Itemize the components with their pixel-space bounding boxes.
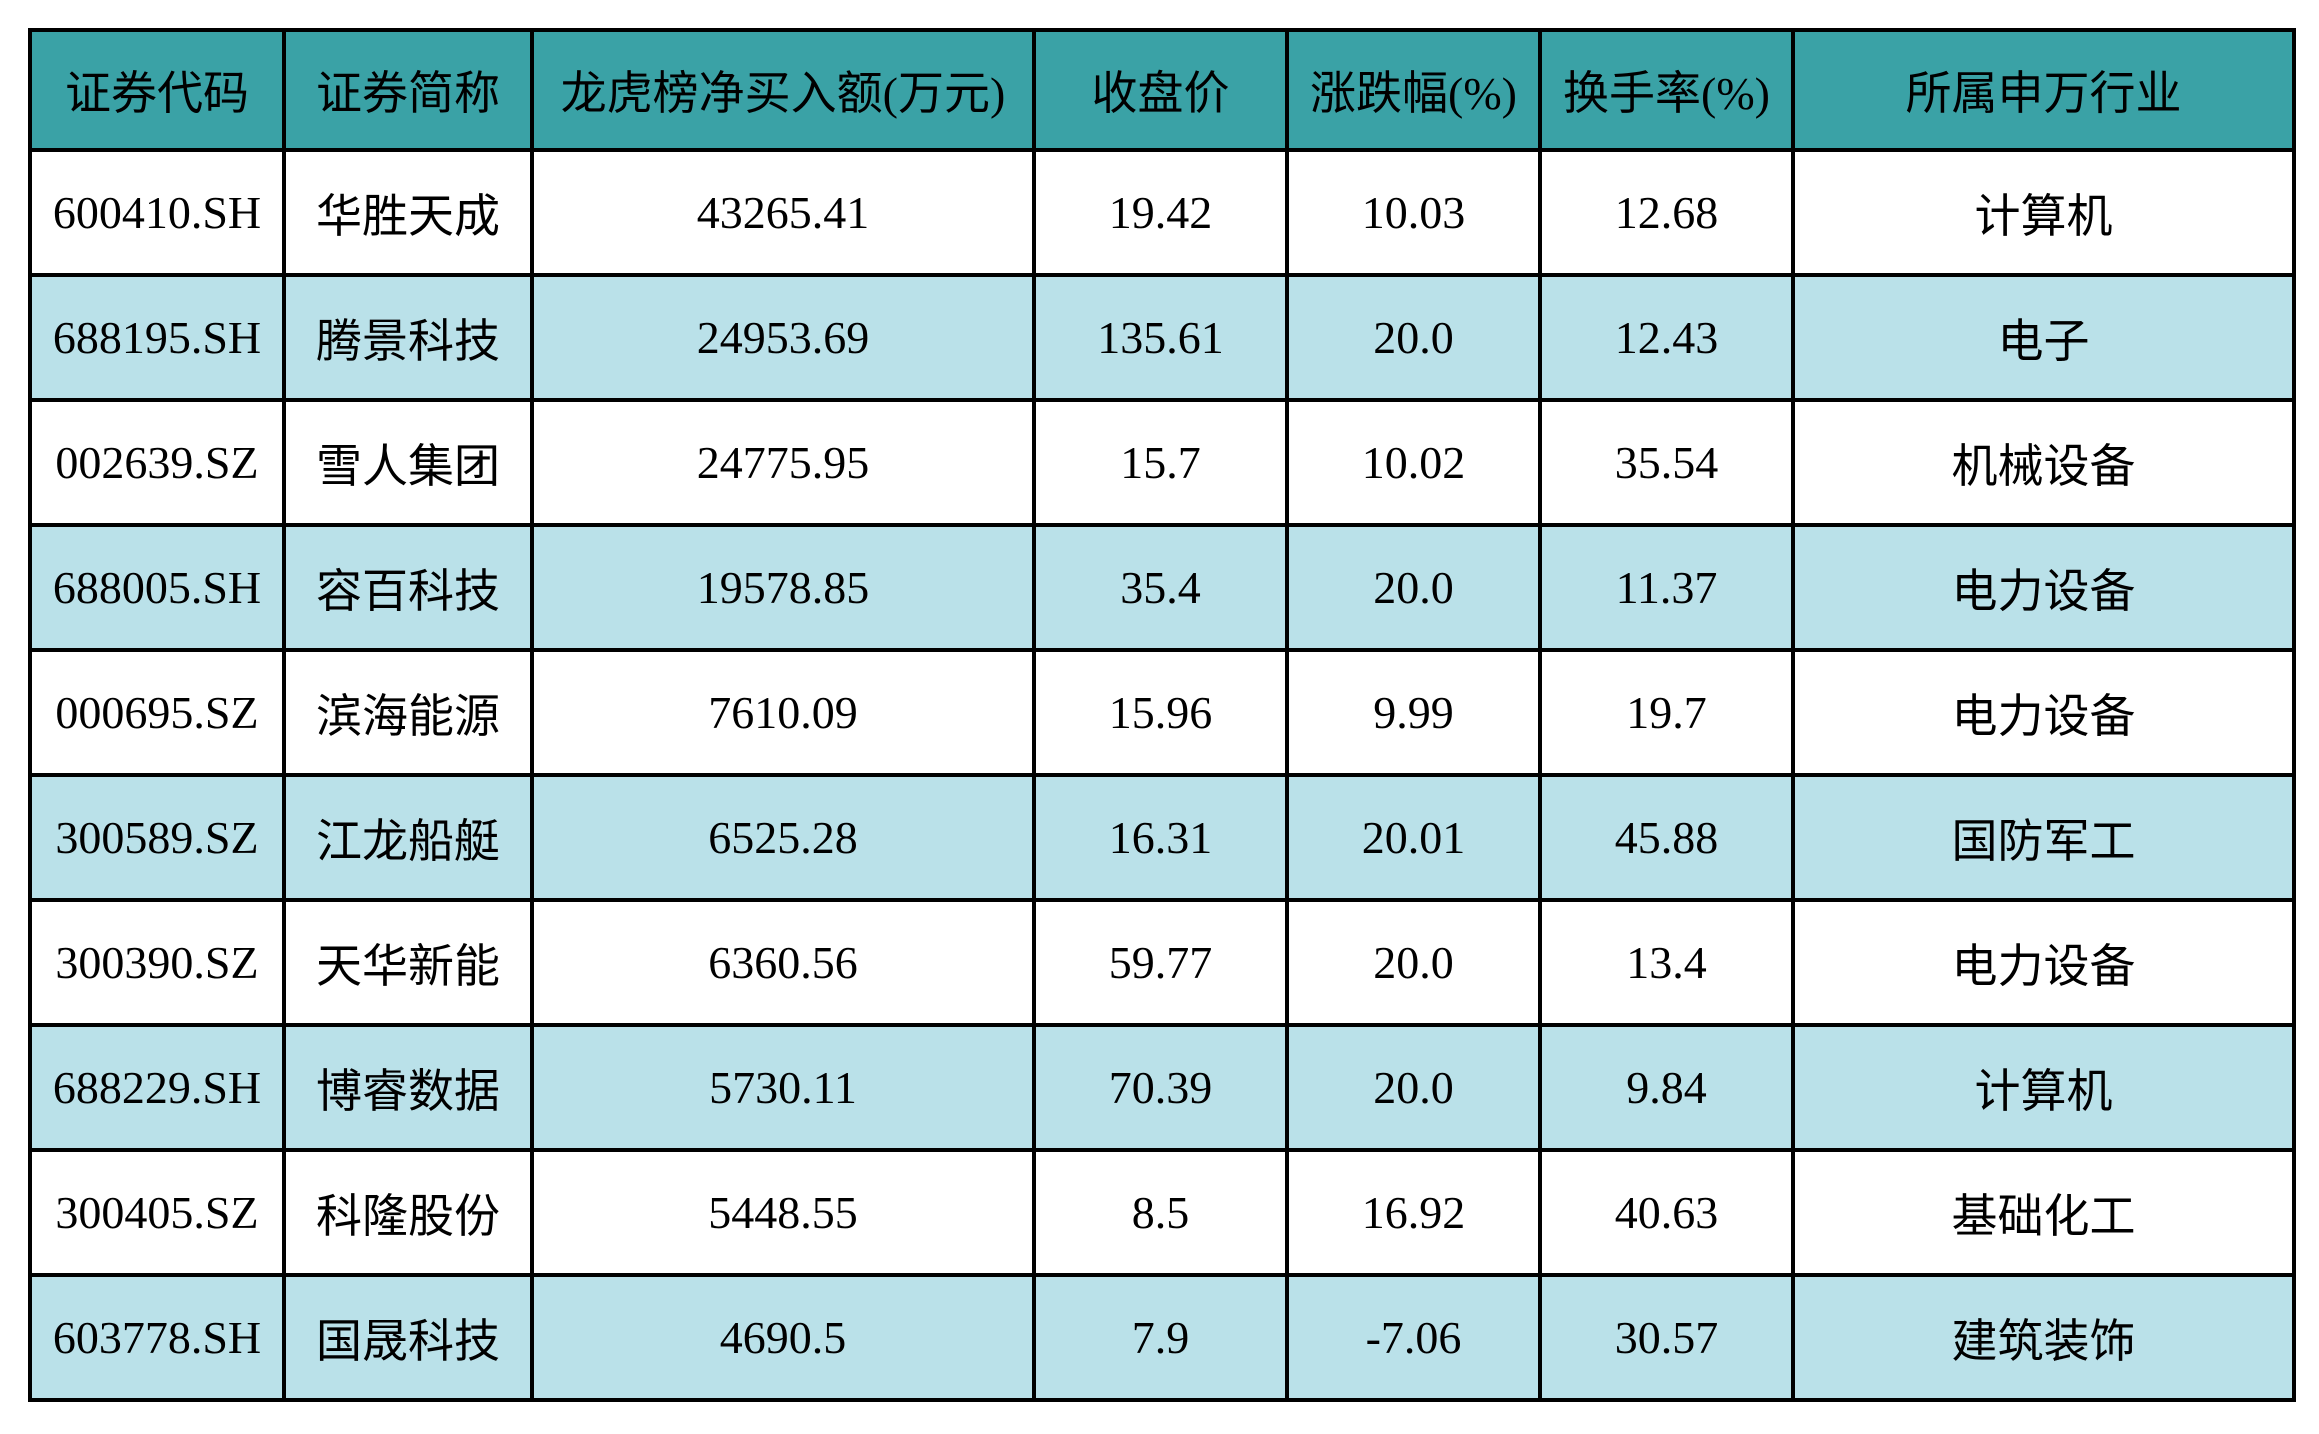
cell-security-name: 科隆股份 [282, 1148, 534, 1277]
cell-turnover-rate: 13.4 [1538, 898, 1795, 1027]
cell-change-pct: 20.01 [1285, 773, 1542, 902]
table-row: 300390.SZ 天华新能 6360.56 59.77 20.0 13.4 电力设备 [28, 898, 2296, 1027]
cell-security-code: 688005.SH [28, 523, 286, 652]
cell-security-name: 滨海能源 [282, 648, 534, 777]
cell-close-price: 8.5 [1032, 1148, 1289, 1277]
cell-security-name: 国晟科技 [282, 1273, 534, 1402]
col-header-sw-industry: 所属申万行业 [1791, 28, 2296, 152]
cell-change-pct: 20.0 [1285, 273, 1542, 402]
col-header-turnover-rate: 换手率(%) [1538, 28, 1795, 152]
cell-close-price: 35.4 [1032, 523, 1289, 652]
cell-change-pct: 10.03 [1285, 148, 1542, 277]
cell-net-buy-amount: 24953.69 [530, 273, 1036, 402]
cell-change-pct: 9.99 [1285, 648, 1542, 777]
cell-security-code: 300390.SZ [28, 898, 286, 1027]
cell-security-name: 雪人集团 [282, 398, 534, 527]
cell-close-price: 7.9 [1032, 1273, 1289, 1402]
cell-security-code: 688195.SH [28, 273, 286, 402]
cell-security-code: 600410.SH [28, 148, 286, 277]
cell-turnover-rate: 12.43 [1538, 273, 1795, 402]
cell-turnover-rate: 11.37 [1538, 523, 1795, 652]
cell-change-pct: 20.0 [1285, 523, 1542, 652]
cell-change-pct: 10.02 [1285, 398, 1542, 527]
cell-sw-industry: 电力设备 [1791, 523, 2296, 652]
cell-security-code: 688229.SH [28, 1023, 286, 1152]
cell-close-price: 19.42 [1032, 148, 1289, 277]
col-header-net-buy-amount: 龙虎榜净买入额(万元) [530, 28, 1036, 152]
cell-net-buy-amount: 6360.56 [530, 898, 1036, 1027]
cell-sw-industry: 计算机 [1791, 148, 2296, 277]
table-row: 300589.SZ 江龙船艇 6525.28 16.31 20.01 45.88 国防军工 [28, 773, 2296, 902]
cell-turnover-rate: 19.7 [1538, 648, 1795, 777]
cell-close-price: 70.39 [1032, 1023, 1289, 1152]
table-row: 600410.SH 华胜天成 43265.41 19.42 10.03 12.68 计算机 [28, 148, 2296, 277]
cell-net-buy-amount: 7610.09 [530, 648, 1036, 777]
cell-close-price: 59.77 [1032, 898, 1289, 1027]
cell-security-name: 天华新能 [282, 898, 534, 1027]
table-row: 300405.SZ 科隆股份 5448.55 8.5 16.92 40.63 基础化工 [28, 1148, 2296, 1277]
cell-close-price: 15.96 [1032, 648, 1289, 777]
table-row: 603778.SH 国晟科技 4690.5 7.9 -7.06 30.57 建筑装饰 [28, 1273, 2296, 1402]
col-header-security-code: 证券代码 [28, 28, 286, 152]
table-body: 600410.SH 华胜天成 43265.41 19.42 10.03 12.68 计算机 6… [28, 148, 2296, 1402]
cell-close-price: 15.7 [1032, 398, 1289, 527]
cell-net-buy-amount: 19578.85 [530, 523, 1036, 652]
table-row: 688229.SH 博睿数据 5730.11 70.39 20.0 9.84 计算机 [28, 1023, 2296, 1152]
cell-sw-industry: 建筑装饰 [1791, 1273, 2296, 1402]
table-row: 000695.SZ 滨海能源 7610.09 15.96 9.99 19.7 电力设备 [28, 648, 2296, 777]
cell-security-name: 腾景科技 [282, 273, 534, 402]
cell-sw-industry: 电子 [1791, 273, 2296, 402]
cell-change-pct: 20.0 [1285, 898, 1542, 1027]
cell-security-code: 603778.SH [28, 1273, 286, 1402]
stock-table: 证券代码 证券简称 龙虎榜净买入额(万元) 收盘价 涨跌幅(%) 换手率(%) … [28, 28, 2296, 1402]
cell-net-buy-amount: 4690.5 [530, 1273, 1036, 1402]
cell-turnover-rate: 9.84 [1538, 1023, 1795, 1152]
cell-change-pct: -7.06 [1285, 1273, 1542, 1402]
cell-change-pct: 20.0 [1285, 1023, 1542, 1152]
cell-turnover-rate: 40.63 [1538, 1148, 1795, 1277]
table-row: 688005.SH 容百科技 19578.85 35.4 20.0 11.37 电力设备 [28, 523, 2296, 652]
cell-security-code: 300589.SZ [28, 773, 286, 902]
cell-turnover-rate: 30.57 [1538, 1273, 1795, 1402]
cell-sw-industry: 国防军工 [1791, 773, 2296, 902]
cell-close-price: 16.31 [1032, 773, 1289, 902]
cell-sw-industry: 电力设备 [1791, 648, 2296, 777]
cell-close-price: 135.61 [1032, 273, 1289, 402]
cell-turnover-rate: 45.88 [1538, 773, 1795, 902]
cell-net-buy-amount: 5448.55 [530, 1148, 1036, 1277]
cell-net-buy-amount: 43265.41 [530, 148, 1036, 277]
cell-security-code: 300405.SZ [28, 1148, 286, 1277]
cell-sw-industry: 计算机 [1791, 1023, 2296, 1152]
cell-change-pct: 16.92 [1285, 1148, 1542, 1277]
cell-security-name: 江龙船艇 [282, 773, 534, 902]
cell-net-buy-amount: 24775.95 [530, 398, 1036, 527]
cell-turnover-rate: 35.54 [1538, 398, 1795, 527]
cell-security-name: 华胜天成 [282, 148, 534, 277]
cell-sw-industry: 基础化工 [1791, 1148, 2296, 1277]
header-row: 证券代码 证券简称 龙虎榜净买入额(万元) 收盘价 涨跌幅(%) 换手率(%) … [28, 28, 2296, 152]
cell-sw-industry: 机械设备 [1791, 398, 2296, 527]
cell-turnover-rate: 12.68 [1538, 148, 1795, 277]
cell-sw-industry: 电力设备 [1791, 898, 2296, 1027]
cell-security-code: 000695.SZ [28, 648, 286, 777]
cell-net-buy-amount: 6525.28 [530, 773, 1036, 902]
col-header-security-name: 证券简称 [282, 28, 534, 152]
cell-security-name: 博睿数据 [282, 1023, 534, 1152]
cell-security-code: 002639.SZ [28, 398, 286, 527]
table-row: 688195.SH 腾景科技 24953.69 135.61 20.0 12.43 电子 [28, 273, 2296, 402]
table-row: 002639.SZ 雪人集团 24775.95 15.7 10.02 35.54 机械设备 [28, 398, 2296, 527]
col-header-close-price: 收盘价 [1032, 28, 1289, 152]
cell-security-name: 容百科技 [282, 523, 534, 652]
cell-net-buy-amount: 5730.11 [530, 1023, 1036, 1152]
col-header-change-pct: 涨跌幅(%) [1285, 28, 1542, 152]
